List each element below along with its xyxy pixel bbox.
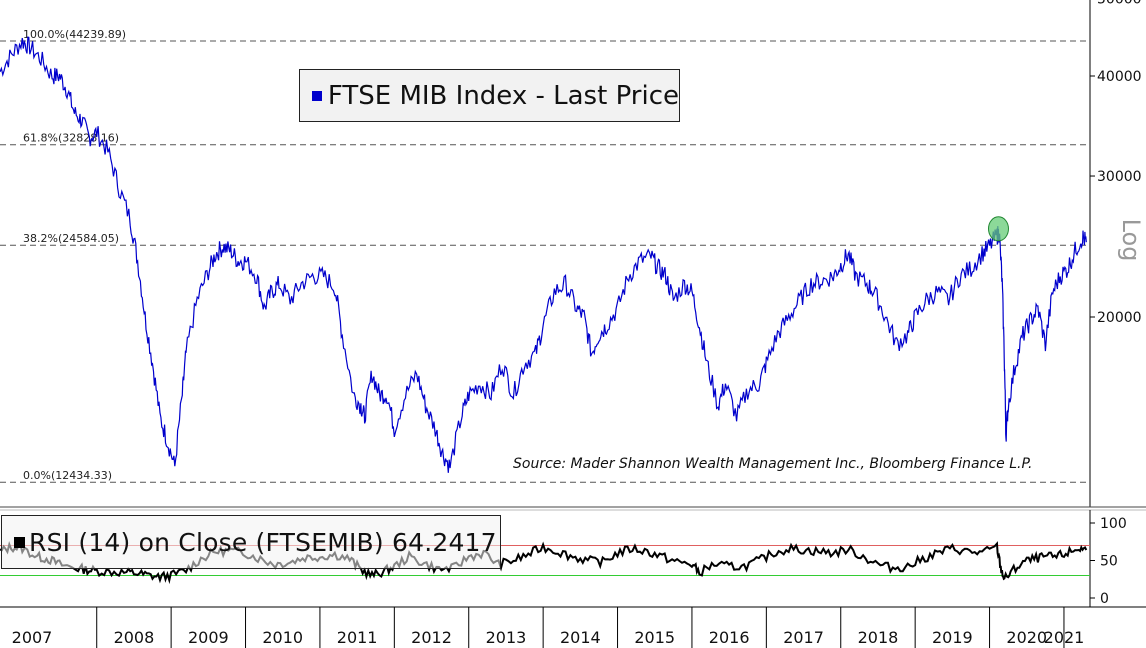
x-axis-year-label: 2007 [12, 628, 53, 647]
x-axis-year-label: 2021 [1044, 628, 1085, 647]
x-axis-year-label: 2011 [337, 628, 378, 647]
source-note: Source: Mader Shannon Wealth Management … [513, 456, 1033, 472]
fibonacci-level-label: 0.0%(12434.33) [23, 469, 112, 482]
x-axis-year-label: 2009 [188, 628, 229, 647]
x-axis-year-label: 2014 [560, 628, 601, 647]
x-axis-year-label: 2015 [634, 628, 675, 647]
fibonacci-level-label: 100.0%(44239.89) [23, 28, 126, 41]
price-series-line [0, 36, 1087, 473]
price-y-tick-label: 40000 [1097, 69, 1142, 85]
log-scale-label: Log [1117, 218, 1145, 262]
x-axis-year-label: 2013 [486, 628, 527, 647]
rsi-legend: RSI (14) on Close (FTSEMIB) 64.2417 [1, 515, 501, 569]
x-axis-year-label: 2019 [932, 628, 973, 647]
legend-swatch-icon [312, 90, 322, 101]
rsi-series-line [0, 541, 1088, 585]
peak-highlight-marker [987, 216, 1009, 242]
x-axis-year-label: 2008 [114, 628, 155, 647]
price-panel: 20000 30000 40000 50000 100.0%(44239.89) 61.8… [0, 0, 1146, 511]
rsi-y-tick-label: 0 [1100, 591, 1109, 607]
rsi-y-tick-label: 50 [1100, 554, 1118, 570]
fibonacci-level-label: 61.8%(32828.16) [23, 132, 119, 145]
x-axis-year-label: 2017 [783, 628, 824, 647]
price-legend-label: FTSE MIB Index - Last Price [327, 80, 679, 111]
rsi-y-tick-label: 100 [1100, 516, 1127, 532]
x-axis-year-label: 2012 [411, 628, 452, 647]
x-axis-year-label: 2016 [709, 628, 750, 647]
price-y-tick-label: 20000 [1097, 310, 1142, 326]
x-axis: 2007 2008 2009 2010 2011 2012 2013 2014 2015 2016… [0, 606, 1146, 648]
fibonacci-level-label: 38.2%(24584.05) [23, 232, 119, 245]
price-y-tick-label: 50000 [1097, 0, 1142, 7]
rsi-legend-label: RSI (14) on Close (FTSEMIB) 64.2417 [29, 527, 497, 557]
x-axis-year-label: 2020 [1006, 628, 1047, 647]
x-axis-year-label: 2010 [262, 628, 303, 647]
price-y-tick-label: 30000 [1097, 169, 1142, 185]
price-legend: FTSE MIB Index - Last Price [299, 69, 680, 122]
rsi-swatch-icon [14, 536, 25, 548]
x-axis-year-label: 2018 [858, 628, 899, 647]
